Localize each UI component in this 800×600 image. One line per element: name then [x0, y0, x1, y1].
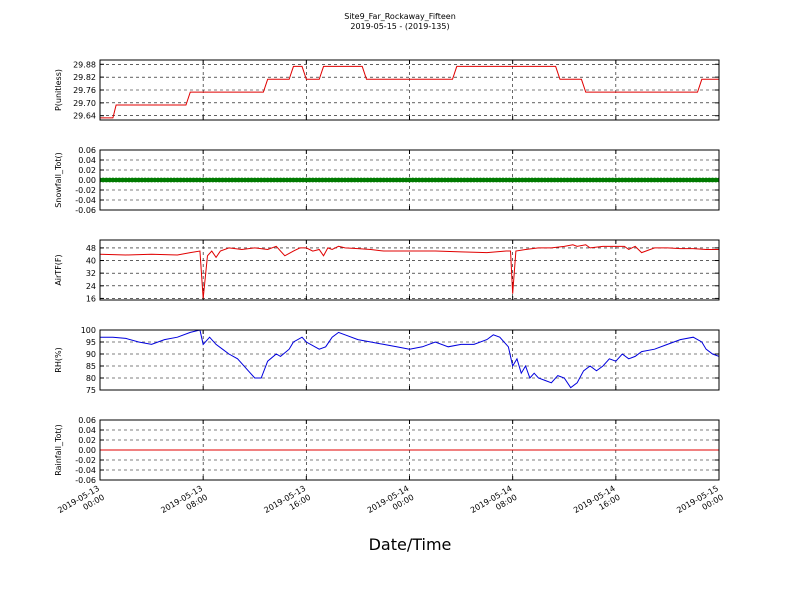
y-tick-label: 0.06 — [78, 146, 96, 155]
series-line — [100, 244, 719, 299]
data-point — [716, 177, 719, 183]
plot-frame — [99, 239, 720, 301]
y-tick-label: 0.00 — [78, 446, 96, 455]
y-tick-label: -0.06 — [75, 206, 96, 215]
x-tick-label: 2019-05-1500:00 — [675, 484, 725, 524]
panel-2: -0.06-0.04-0.020.000.020.040.06 Snowfall_… — [54, 146, 720, 215]
figure-subtitle: 2019-05-15 - (2019-135) — [350, 22, 449, 31]
y-tick-label: 0.06 — [78, 416, 96, 425]
panels: 29.64 29.70 29.76 29.82 29.88 P(unitless) -0.0… — [54, 59, 720, 485]
y-tick-label: 29.76 — [73, 86, 96, 95]
y-tick-label: -0.02 — [75, 456, 96, 465]
x-tick-label: 2019-05-1308:00 — [159, 484, 209, 524]
y-tick-label: 0.02 — [78, 436, 96, 445]
series-group — [100, 65, 719, 119]
panel-1: 29.64 29.70 29.76 29.82 29.88 P(unitless) — [54, 59, 720, 121]
series-line — [100, 330, 719, 389]
panel-5: -0.06-0.04-0.020.000.020.040.06 Rainfall_… — [54, 416, 720, 485]
figure-title: Site9_Far_Rockaway_Fifteen — [344, 12, 456, 21]
y-tick-label: 24 — [86, 282, 96, 291]
y-tick-label: 16 — [86, 294, 96, 303]
plot-frame — [99, 419, 720, 481]
panel-3: 16 24 32 40 48 AirTF(F) — [54, 239, 720, 303]
y-tick-label: 85 — [86, 362, 96, 371]
y-tick-label: 0.04 — [78, 426, 96, 435]
y-tick-label: 90 — [86, 350, 96, 359]
series-line — [100, 65, 719, 119]
y-tick-label: 29.82 — [73, 73, 96, 82]
y-tick-label: 29.70 — [73, 99, 96, 108]
y-tick-label: -0.02 — [75, 186, 96, 195]
y-tick-label: 32 — [86, 269, 96, 278]
x-tick-label: 2019-05-1416:00 — [572, 484, 622, 524]
series-group — [100, 177, 719, 183]
y-tick-label: 48 — [86, 244, 96, 253]
x-tick-label: 2019-05-1300:00 — [56, 484, 106, 524]
y-tick-label: 0.04 — [78, 156, 96, 165]
y-tick-label: 75 — [86, 386, 96, 395]
y-tick-label: -0.04 — [75, 466, 96, 475]
y-tick-label: 0.00 — [78, 176, 96, 185]
y-tick-label: 40 — [86, 257, 96, 266]
y-tick-label: 29.88 — [73, 60, 96, 69]
panel-4: 75 80 85 90 95 100 RH(%) — [54, 326, 720, 395]
y-axis-label: Snowfall_Tot() — [54, 152, 63, 208]
x-tick-label: 2019-05-1400:00 — [366, 484, 416, 524]
y-axis-label: AirTF(F) — [54, 254, 63, 285]
y-axis-label: RH(%) — [54, 347, 63, 372]
y-axis-label: P(unitless) — [54, 69, 63, 111]
y-tick-label: 0.02 — [78, 166, 96, 175]
y-axis-label: Rainfall_Tot() — [54, 424, 63, 476]
plot-frame — [99, 329, 720, 391]
y-tick-label: -0.06 — [75, 476, 96, 485]
x-axis-label: Date/Time — [369, 535, 452, 554]
y-tick-label: 80 — [86, 374, 96, 383]
x-axis-ticks: 2019-05-1300:00 2019-05-1308:00 2019-05-13… — [56, 484, 725, 524]
series-group — [100, 244, 719, 299]
y-tick-label: 100 — [81, 326, 96, 335]
x-tick-label: 2019-05-1408:00 — [469, 484, 519, 524]
x-tick-label: 2019-05-1316:00 — [263, 484, 313, 524]
plot-frame — [99, 149, 720, 211]
plot-frame — [99, 59, 720, 121]
series-group — [100, 330, 719, 389]
y-tick-label: 95 — [86, 338, 96, 347]
y-tick-label: 29.64 — [73, 112, 96, 121]
y-tick-label: -0.04 — [75, 196, 96, 205]
